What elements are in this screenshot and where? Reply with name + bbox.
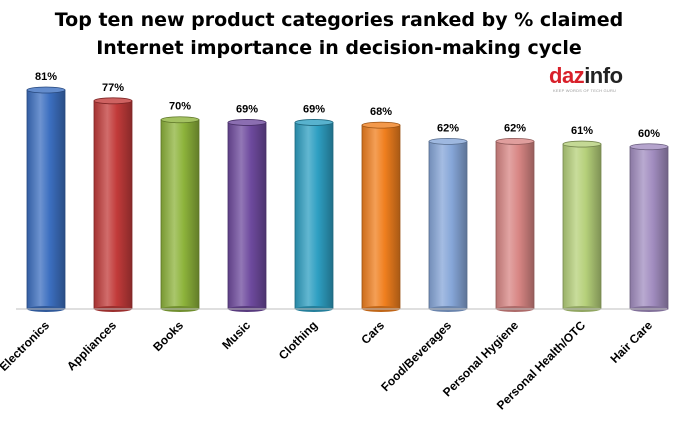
bar-music (227, 122, 267, 310)
tick-label-food-beverages: Food/Beverages (378, 318, 454, 394)
bar-hair-care (629, 146, 669, 310)
bar-cap-cars (361, 121, 401, 129)
bar-food-beverages (428, 140, 468, 310)
bar-personal-health-otc (562, 143, 602, 310)
tick-label-music: Music (219, 318, 253, 352)
bar-clothing (294, 122, 334, 310)
data-labels: 81% 77% 70% 69% 69% 68% 62% 62% 61% 60% (35, 71, 660, 140)
tick-label-electronics: Electronics (0, 318, 52, 374)
brand-logo: dazinfo KEEP WORDS OF TECH GURU (549, 64, 649, 98)
bar-cap-personal-health-otc (562, 140, 602, 148)
x-axis-tick-labels: Electronics Appliances Books Music Clothing C… (0, 318, 655, 413)
bar-cap-hair-care (629, 143, 669, 151)
bar-cap-clothing (294, 119, 334, 126)
data-label-clothing: 69% (303, 103, 325, 115)
logo-tagline: KEEP WORDS OF TECH GURU (553, 88, 617, 93)
tick-label-hair-care: Hair Care (607, 318, 655, 366)
bar-cap-food-beverages (428, 137, 468, 145)
data-label-food-beverages: 62% (437, 122, 459, 134)
data-label-personal-health-otc: 61% (571, 125, 593, 137)
bar-cap-appliances (93, 97, 133, 105)
data-label-personal-hygiene: 62% (504, 122, 526, 134)
chart-title: Top ten new product categories ranked by… (0, 6, 678, 62)
data-label-hair-care: 60% (638, 128, 660, 140)
bar-cap-personal-hygiene (495, 137, 535, 145)
bar-appliances (93, 100, 133, 310)
chart-title-line-1: Top ten new product categories ranked by… (54, 9, 624, 31)
data-label-music: 69% (236, 103, 258, 115)
logo-wordmark: dazinfo (549, 63, 623, 88)
data-label-appliances: 77% (102, 82, 124, 94)
bar-cap-music (227, 119, 267, 126)
chart-title-line-2: Internet importance in decision-making c… (96, 37, 582, 59)
tick-label-cars: Cars (358, 318, 387, 347)
bars (26, 86, 669, 312)
bar-personal-hygiene (495, 140, 535, 310)
tick-label-appliances: Appliances (64, 318, 119, 373)
tick-label-books: Books (150, 318, 186, 354)
bar-cap-books (160, 116, 200, 124)
data-label-cars: 68% (370, 106, 392, 118)
data-label-books: 70% (169, 101, 191, 113)
bar-electronics (26, 89, 66, 310)
data-label-electronics: 81% (35, 71, 57, 83)
tick-label-clothing: Clothing (276, 318, 320, 362)
bar-cap-electronics (26, 86, 66, 94)
bar-books (160, 119, 200, 310)
bar-cars (361, 124, 401, 310)
